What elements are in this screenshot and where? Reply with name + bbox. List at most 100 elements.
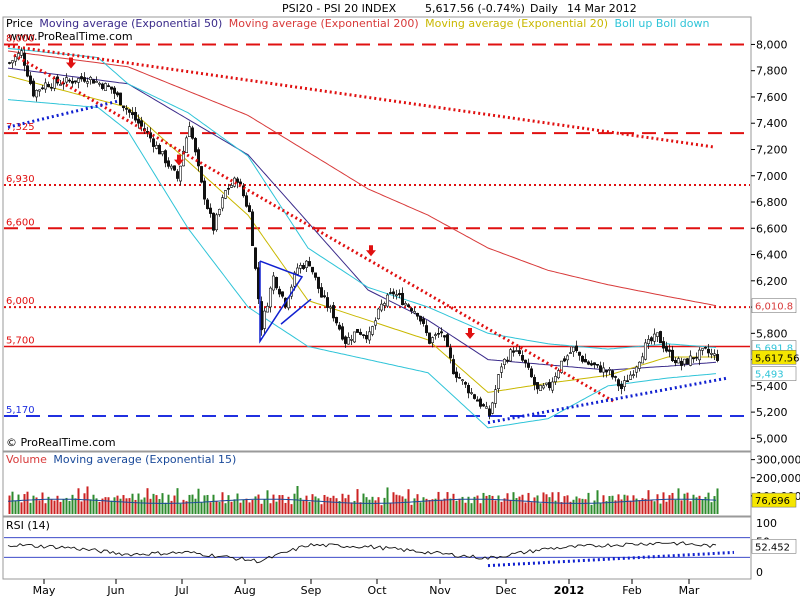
- volume-bar: [101, 498, 104, 514]
- x-tick-label: Nov: [429, 584, 451, 597]
- volume-bar: [8, 495, 11, 514]
- volume-bar: [566, 495, 569, 514]
- volume-bar: [614, 500, 617, 514]
- legend-boll: Boll up Boll down: [615, 17, 710, 30]
- volume-bar: [599, 502, 602, 514]
- rsi-line: [7, 541, 717, 564]
- volume-bar: [155, 495, 158, 514]
- volume-bar: [644, 498, 647, 514]
- candle-body: [71, 80, 75, 84]
- volume-bar: [464, 502, 467, 514]
- volume-bar: [53, 500, 56, 514]
- candle-body: [658, 331, 662, 344]
- volume-bar: [641, 498, 644, 514]
- candle-body: [607, 368, 611, 371]
- level-label: 6,930: [6, 174, 35, 185]
- volume-bar: [515, 498, 518, 514]
- volume-bar: [446, 492, 449, 514]
- volume-bar: [425, 498, 428, 514]
- volume-bar: [380, 505, 383, 514]
- rsi-tick-label: 100: [756, 517, 777, 530]
- legend-ema200: Moving average (Exponential 200): [229, 17, 419, 30]
- rsi-tick-label: 0: [756, 566, 763, 579]
- volume-bar: [659, 503, 662, 514]
- volume-bar: [581, 498, 584, 514]
- candle-body: [610, 370, 614, 378]
- y-tick-label: 7,800: [756, 65, 788, 78]
- candle-body: [628, 374, 632, 380]
- candle-body: [517, 350, 521, 354]
- candle-body: [122, 105, 126, 109]
- volume-bar: [602, 495, 605, 514]
- candle-body: [221, 197, 225, 209]
- volume-bar: [410, 504, 413, 514]
- volume-bar: [179, 503, 182, 514]
- candle-body: [274, 277, 278, 289]
- volume-bar: [620, 499, 623, 514]
- volume-bar: [89, 499, 92, 514]
- volume-bar: [41, 492, 44, 514]
- candle-body: [325, 297, 329, 308]
- volume-bar: [245, 498, 248, 514]
- volume-bar: [632, 495, 635, 514]
- volume-bar: [335, 498, 338, 514]
- volume-bar: [134, 499, 137, 514]
- volume-bar: [680, 500, 683, 514]
- legend-volume-ma: Moving average (Exponential 15): [53, 453, 236, 466]
- candle-body: [89, 76, 93, 81]
- volume-bar: [371, 496, 374, 514]
- chart-patterns: [259, 260, 312, 344]
- candle-body: [697, 349, 701, 361]
- x-tick-label: Mar: [679, 584, 700, 597]
- candle-body: [631, 374, 635, 376]
- candle-body: [149, 132, 153, 139]
- trendlines: [7, 44, 729, 425]
- volume-bar: [329, 497, 332, 514]
- candle-body: [379, 303, 383, 311]
- candle-body: [511, 350, 515, 353]
- candle-body: [65, 77, 69, 83]
- candle-body: [412, 311, 416, 314]
- candle-body: [131, 112, 135, 116]
- volume-bar: [170, 500, 173, 514]
- candle-body: [445, 334, 449, 347]
- volume-bar: [122, 495, 125, 514]
- candle-body: [382, 303, 386, 306]
- volume-bar: [572, 499, 575, 514]
- candle-body: [385, 294, 389, 307]
- volume-bar: [221, 492, 224, 514]
- volume-bar: [200, 502, 203, 514]
- volume-bar: [635, 498, 638, 514]
- volume-bar: [413, 498, 416, 514]
- volume-bar: [215, 501, 218, 514]
- volume-bar: [596, 490, 599, 514]
- volume-bar: [434, 498, 437, 514]
- candle-body: [679, 360, 683, 366]
- candle-body: [451, 359, 455, 375]
- candle-body: [119, 92, 123, 106]
- candle-body: [484, 406, 488, 409]
- candle-body: [245, 195, 249, 207]
- candle-body: [421, 318, 425, 324]
- volume-bar: [305, 495, 308, 514]
- volume-bar: [344, 498, 347, 514]
- volume-bar: [479, 503, 482, 514]
- volume-bar: [338, 501, 341, 514]
- volume-bar: [359, 502, 362, 514]
- candle-body: [418, 315, 422, 322]
- indicator-line: [7, 75, 716, 393]
- volume-bar: [710, 502, 713, 514]
- indicator-lines: [7, 47, 717, 429]
- volume-panel: [2, 451, 752, 517]
- candle-body: [715, 354, 719, 361]
- candle-body: [619, 383, 623, 389]
- volume-ma-tag: 76,696: [755, 496, 790, 507]
- volume-bar: [185, 501, 188, 514]
- volume-bar: [62, 499, 65, 514]
- volume-bar: [293, 493, 296, 514]
- candle-body: [176, 171, 180, 179]
- candle-body: [358, 331, 362, 335]
- candle-body: [167, 160, 171, 167]
- candle-body: [643, 342, 647, 360]
